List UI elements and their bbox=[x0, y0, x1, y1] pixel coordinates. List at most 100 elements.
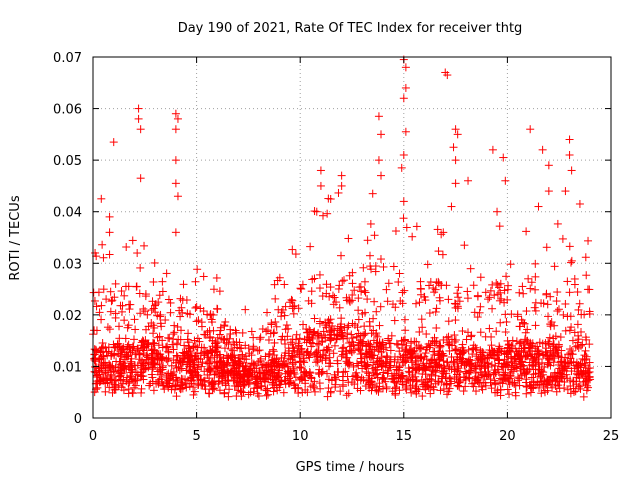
data-point bbox=[308, 275, 317, 284]
data-point bbox=[576, 384, 585, 393]
data-point bbox=[471, 387, 480, 396]
data-point bbox=[558, 374, 567, 383]
data-point-outlier bbox=[443, 71, 452, 80]
data-point bbox=[314, 368, 323, 377]
data-point bbox=[167, 385, 176, 394]
data-point bbox=[373, 332, 382, 341]
data-point bbox=[566, 389, 575, 398]
data-point bbox=[102, 348, 111, 357]
data-point bbox=[477, 382, 486, 391]
data-point bbox=[158, 277, 167, 286]
data-point bbox=[266, 329, 275, 338]
data-point bbox=[520, 319, 529, 328]
data-point bbox=[344, 234, 353, 243]
data-point bbox=[558, 234, 567, 243]
data-point bbox=[178, 380, 187, 389]
data-point bbox=[137, 384, 146, 393]
data-point-outlier bbox=[399, 150, 408, 159]
data-point bbox=[578, 340, 587, 349]
data-point bbox=[581, 253, 590, 262]
data-point bbox=[325, 362, 334, 371]
data-point-outlier bbox=[337, 181, 346, 190]
data-point bbox=[96, 348, 105, 357]
data-point bbox=[438, 250, 447, 259]
data-point bbox=[285, 374, 294, 383]
data-point bbox=[120, 291, 129, 300]
data-point bbox=[118, 307, 127, 316]
data-point bbox=[519, 289, 528, 298]
data-point bbox=[548, 373, 557, 382]
data-point bbox=[421, 385, 430, 394]
data-point-outlier bbox=[374, 112, 383, 121]
data-point bbox=[535, 383, 544, 392]
data-point bbox=[342, 391, 351, 400]
data-point bbox=[142, 325, 151, 334]
data-point bbox=[328, 291, 337, 300]
data-point-outlier bbox=[451, 156, 460, 165]
data-point bbox=[397, 344, 406, 353]
data-point bbox=[264, 335, 273, 344]
data-point bbox=[496, 288, 505, 297]
data-point bbox=[518, 357, 527, 366]
data-point bbox=[398, 288, 407, 297]
data-point bbox=[124, 282, 133, 291]
data-point bbox=[141, 292, 150, 301]
data-point bbox=[527, 373, 536, 382]
data-point bbox=[391, 389, 400, 398]
data-point-outlier bbox=[397, 163, 406, 172]
data-point bbox=[464, 355, 473, 364]
data-point bbox=[411, 299, 420, 308]
x-tick-label: 20 bbox=[499, 429, 516, 444]
data-point bbox=[505, 346, 514, 355]
data-point bbox=[334, 188, 343, 197]
data-point bbox=[412, 222, 421, 231]
plot-frame bbox=[92, 56, 612, 419]
data-point bbox=[267, 365, 276, 374]
data-point bbox=[255, 335, 264, 344]
data-point bbox=[542, 243, 551, 252]
data-point-outlier bbox=[97, 194, 106, 203]
data-point bbox=[565, 288, 574, 297]
data-point bbox=[399, 214, 408, 223]
data-point-outlier bbox=[134, 104, 143, 113]
data-point bbox=[436, 342, 445, 351]
data-point bbox=[342, 293, 351, 302]
data-point bbox=[547, 318, 556, 327]
data-point bbox=[329, 300, 338, 309]
data-point bbox=[444, 295, 453, 304]
data-point bbox=[288, 358, 297, 367]
data-point-outlier bbox=[312, 207, 321, 216]
data-point-outlier bbox=[136, 174, 145, 183]
data-point bbox=[277, 312, 286, 321]
data-point bbox=[125, 377, 134, 386]
data-point bbox=[206, 365, 215, 374]
data-point bbox=[297, 285, 306, 294]
data-point-outlier bbox=[565, 135, 574, 144]
y-tick-label: 0.03 bbox=[53, 257, 82, 272]
data-point bbox=[125, 305, 134, 314]
data-point bbox=[349, 362, 358, 371]
data-point bbox=[128, 365, 137, 374]
data-point bbox=[119, 386, 128, 395]
data-point bbox=[496, 318, 505, 327]
data-point bbox=[218, 378, 227, 387]
data-point bbox=[470, 308, 479, 317]
data-point bbox=[192, 317, 201, 326]
data-point bbox=[439, 352, 448, 361]
data-point bbox=[159, 381, 168, 390]
data-point bbox=[472, 352, 481, 361]
data-point bbox=[160, 385, 169, 394]
data-point bbox=[545, 354, 554, 363]
data-point bbox=[95, 308, 104, 317]
data-point bbox=[495, 342, 504, 351]
data-point bbox=[241, 305, 250, 314]
data-point bbox=[400, 286, 409, 295]
data-point bbox=[400, 315, 409, 324]
data-point-outlier bbox=[449, 143, 458, 152]
data-point bbox=[362, 367, 371, 376]
data-point bbox=[207, 315, 216, 324]
data-point bbox=[454, 378, 463, 387]
data-point bbox=[270, 351, 279, 360]
data-point bbox=[390, 369, 399, 378]
data-point bbox=[403, 353, 412, 362]
